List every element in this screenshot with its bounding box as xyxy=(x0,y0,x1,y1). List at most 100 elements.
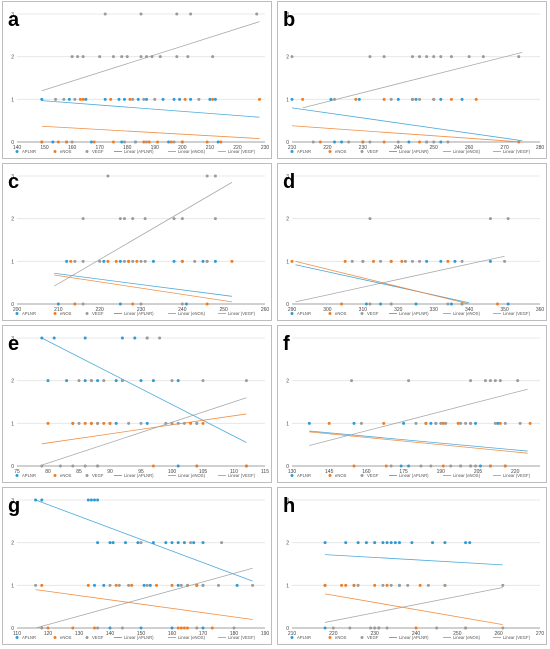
point-vegf xyxy=(488,379,492,383)
x-tick-label: 120 xyxy=(44,631,53,637)
point-enos xyxy=(102,421,106,425)
x-tick-label: 80 xyxy=(45,469,51,475)
panel-letter: b xyxy=(283,9,295,31)
point-vegf xyxy=(432,55,436,59)
point-vegf xyxy=(175,12,179,16)
trend-vegf xyxy=(324,587,503,623)
point-vegf xyxy=(350,259,354,263)
point-enos xyxy=(498,421,502,425)
point-vegf xyxy=(350,379,354,383)
point-aplnr xyxy=(323,541,327,545)
point-aplnr xyxy=(86,498,90,502)
y-tick-label: 0 xyxy=(286,302,289,308)
point-aplnr xyxy=(172,259,176,263)
legend-label: APLNR xyxy=(22,311,36,316)
point-enos xyxy=(179,626,183,630)
trend-enos xyxy=(309,431,528,454)
x-tick-label: 220 xyxy=(95,307,104,313)
point-vegf xyxy=(251,583,255,587)
point-enos xyxy=(195,464,199,468)
point-enos xyxy=(128,97,132,101)
legend-label: Linear (VEGF) xyxy=(228,311,256,316)
y-tick-label: 0 xyxy=(286,626,289,632)
point-aplnr xyxy=(51,140,55,144)
point-aplnr xyxy=(96,498,100,502)
point-aplnr xyxy=(414,97,418,101)
point-enos xyxy=(81,97,85,101)
point-aplnr xyxy=(323,626,327,630)
point-enos xyxy=(69,259,73,263)
point-aplnr xyxy=(167,140,171,144)
point-enos xyxy=(56,140,60,144)
point-vegf xyxy=(517,55,521,59)
point-vegf xyxy=(211,55,215,59)
x-tick-label: 175 xyxy=(399,469,408,475)
point-enos xyxy=(189,421,193,425)
x-tick-label: 230 xyxy=(359,145,368,151)
chart-svg-f: 0 1 2 3 130 145 160 175 190 205 220 f APLNR eNOS VEGF L… xyxy=(283,333,540,478)
point-enos xyxy=(205,140,209,144)
point-enos xyxy=(441,464,445,468)
point-aplnr xyxy=(453,259,457,263)
x-tick-label: 190 xyxy=(437,469,446,475)
point-aplnr xyxy=(46,379,50,383)
point-enos xyxy=(182,626,186,630)
point-enos xyxy=(371,259,375,263)
point-vegf xyxy=(96,421,100,425)
point-aplnr xyxy=(201,626,205,630)
x-tick-label: 110 xyxy=(13,631,21,637)
trend-enos xyxy=(291,125,523,143)
point-vegf xyxy=(382,55,386,59)
point-vegf xyxy=(34,583,38,587)
x-tick-label: 140 xyxy=(106,631,115,637)
point-vegf xyxy=(467,55,471,59)
point-vegf xyxy=(501,626,505,630)
point-aplnr xyxy=(136,541,140,545)
point-aplnr xyxy=(307,421,311,425)
point-vegf xyxy=(125,55,129,59)
point-vegf xyxy=(414,421,418,425)
point-vegf xyxy=(81,259,85,263)
point-vegf xyxy=(118,217,122,221)
point-aplnr xyxy=(40,498,44,502)
legend-label: Linear (APLNR) xyxy=(399,149,429,154)
x-tick-label: 210 xyxy=(288,145,297,151)
point-aplnr xyxy=(120,140,124,144)
point-vegf xyxy=(189,12,193,16)
point-vegf xyxy=(369,626,373,630)
point-enos xyxy=(327,421,331,425)
point-aplnr xyxy=(124,541,127,545)
point-vegf xyxy=(117,583,121,587)
x-tick-label: 150 xyxy=(40,145,49,151)
x-tick-label: 210 xyxy=(288,631,297,637)
legend-label: Linear (eNOS) xyxy=(178,311,206,316)
point-aplnr xyxy=(67,97,71,101)
panel-letter: c xyxy=(8,171,19,193)
point-vegf xyxy=(73,97,77,101)
point-enos xyxy=(170,583,174,587)
point-vegf xyxy=(58,464,62,468)
point-vegf xyxy=(213,174,217,178)
point-enos xyxy=(183,97,187,101)
point-aplnr xyxy=(93,583,96,587)
point-enos xyxy=(114,259,118,263)
point-vegf xyxy=(143,259,147,263)
point-vegf xyxy=(385,626,389,630)
point-vegf xyxy=(410,55,414,59)
point-enos xyxy=(169,140,173,144)
legend-marker xyxy=(290,150,294,153)
point-aplnr xyxy=(213,97,217,101)
legend-label: VEGF xyxy=(367,473,379,478)
y-tick-label: 0 xyxy=(11,464,14,470)
point-enos xyxy=(354,97,358,101)
x-tick-label: 230 xyxy=(137,307,146,313)
point-enos xyxy=(176,626,180,630)
point-aplnr xyxy=(402,421,406,425)
point-vegf xyxy=(464,626,468,630)
legend-label: Linear (VEGF) xyxy=(228,635,256,640)
point-vegf xyxy=(145,336,149,340)
point-vegf xyxy=(40,626,44,630)
point-vegf xyxy=(98,259,102,263)
legend-label: Linear (eNOS) xyxy=(453,473,481,478)
point-vegf xyxy=(488,217,492,221)
